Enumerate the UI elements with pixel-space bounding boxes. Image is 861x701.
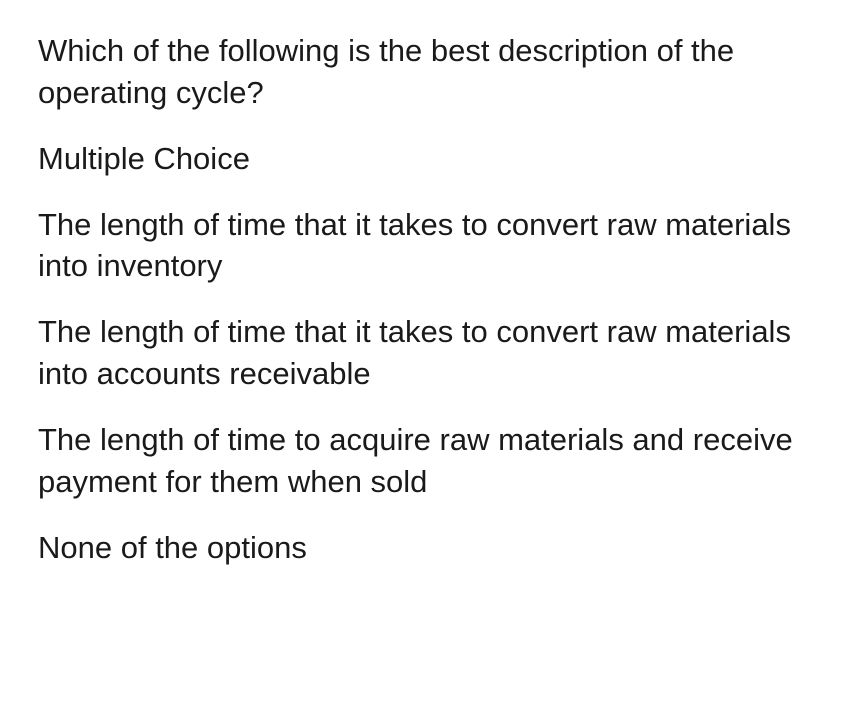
option-4[interactable]: None of the options xyxy=(38,527,823,569)
multiple-choice-label: Multiple Choice xyxy=(38,138,823,180)
option-2[interactable]: The length of time that it takes to conv… xyxy=(38,311,823,395)
option-1[interactable]: The length of time that it takes to conv… xyxy=(38,204,823,288)
question-container: Which of the following is the best descr… xyxy=(0,0,861,598)
option-3[interactable]: The length of time to acquire raw materi… xyxy=(38,419,823,503)
question-text: Which of the following is the best descr… xyxy=(38,30,823,114)
